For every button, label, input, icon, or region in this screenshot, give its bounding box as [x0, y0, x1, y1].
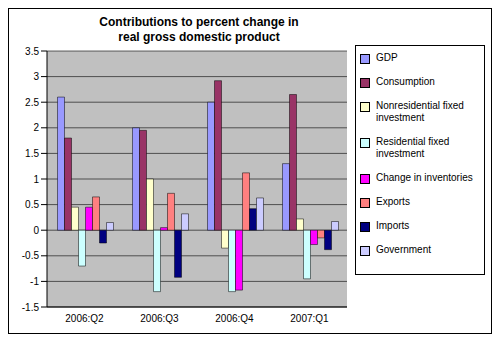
svg-text:2007:Q1: 2007:Q1 — [290, 313, 329, 324]
svg-text:-1.5: -1.5 — [22, 302, 40, 313]
html-text:Consumption: Consumption — [376, 76, 435, 87]
svg-text:-1: -1 — [30, 276, 39, 287]
svg-text:2.5: 2.5 — [25, 97, 39, 108]
svg-text:2006:Q3: 2006:Q3 — [140, 313, 179, 324]
svg-text:2006:Q2: 2006:Q2 — [65, 313, 104, 324]
html-text:Contributions to percent chang: Contributions to percent change in real … — [99, 15, 299, 44]
svg-text:3: 3 — [33, 71, 39, 82]
html-text:Change in inventories: Change in inventories — [376, 172, 473, 183]
svg-text:2: 2 — [33, 122, 39, 133]
svg-text:1: 1 — [33, 174, 39, 185]
html-text:Government: Government — [376, 244, 431, 255]
svg-text:0: 0 — [33, 225, 39, 236]
svg-text:3.5: 3.5 — [25, 46, 39, 57]
svg-text:2006:Q4: 2006:Q4 — [215, 313, 254, 324]
html-text:Residential fixed investment: Residential fixed investment — [376, 136, 450, 159]
html-text:GDP: GDP — [376, 52, 398, 63]
html-text:Nonresidential fixed investmen: Nonresidential fixed investment — [376, 100, 464, 123]
svg-text:1.5: 1.5 — [25, 148, 39, 159]
svg-text:-0.5: -0.5 — [22, 250, 40, 261]
html-text:Exports: Exports — [376, 196, 410, 207]
html-text:Imports: Imports — [376, 220, 410, 231]
svg-text:0.5: 0.5 — [25, 199, 39, 210]
